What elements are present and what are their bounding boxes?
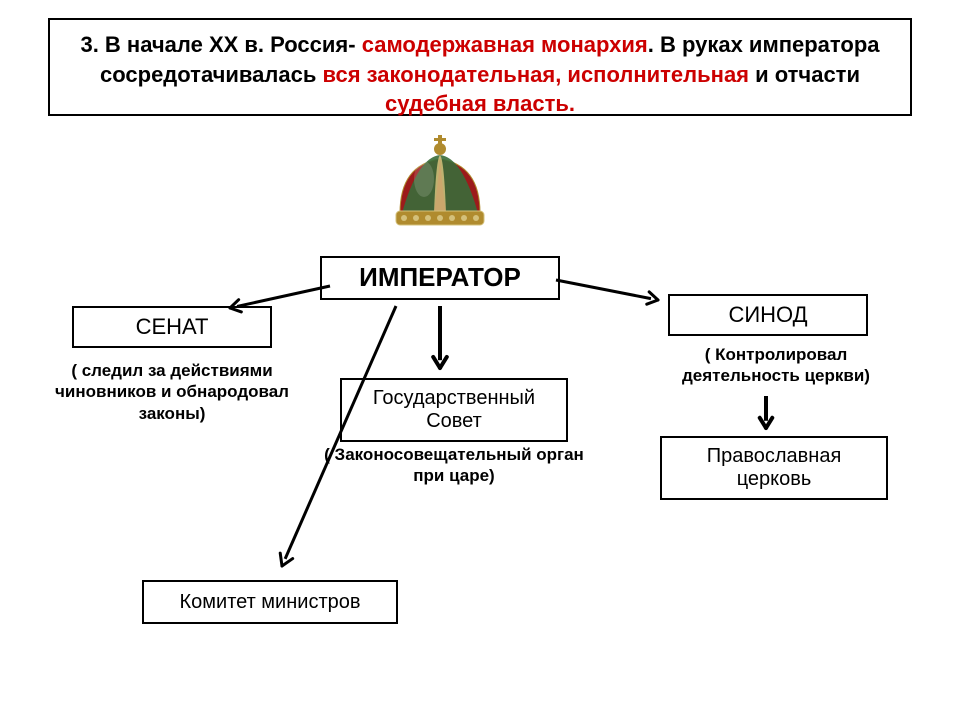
node-synod: СИНОД bbox=[668, 294, 868, 336]
node-church: Православная церковь bbox=[660, 436, 888, 500]
node-emperor: ИМПЕРАТОР bbox=[320, 256, 560, 300]
header-box: 3. В начале ХХ в. Россия- самодержавная … bbox=[48, 18, 912, 116]
node-senate: СЕНАТ bbox=[72, 306, 272, 348]
node-ministers: Комитет министров bbox=[142, 580, 398, 624]
crown-icon bbox=[380, 135, 500, 245]
caption-council: ( Законосовещательный орган при царе) bbox=[320, 444, 588, 487]
node-council: Государственный Совет bbox=[340, 378, 568, 442]
caption-synod: ( Контролировал деятельность церкви) bbox=[652, 344, 900, 387]
caption-senate: ( следил за действиями чиновников и обна… bbox=[48, 360, 296, 424]
